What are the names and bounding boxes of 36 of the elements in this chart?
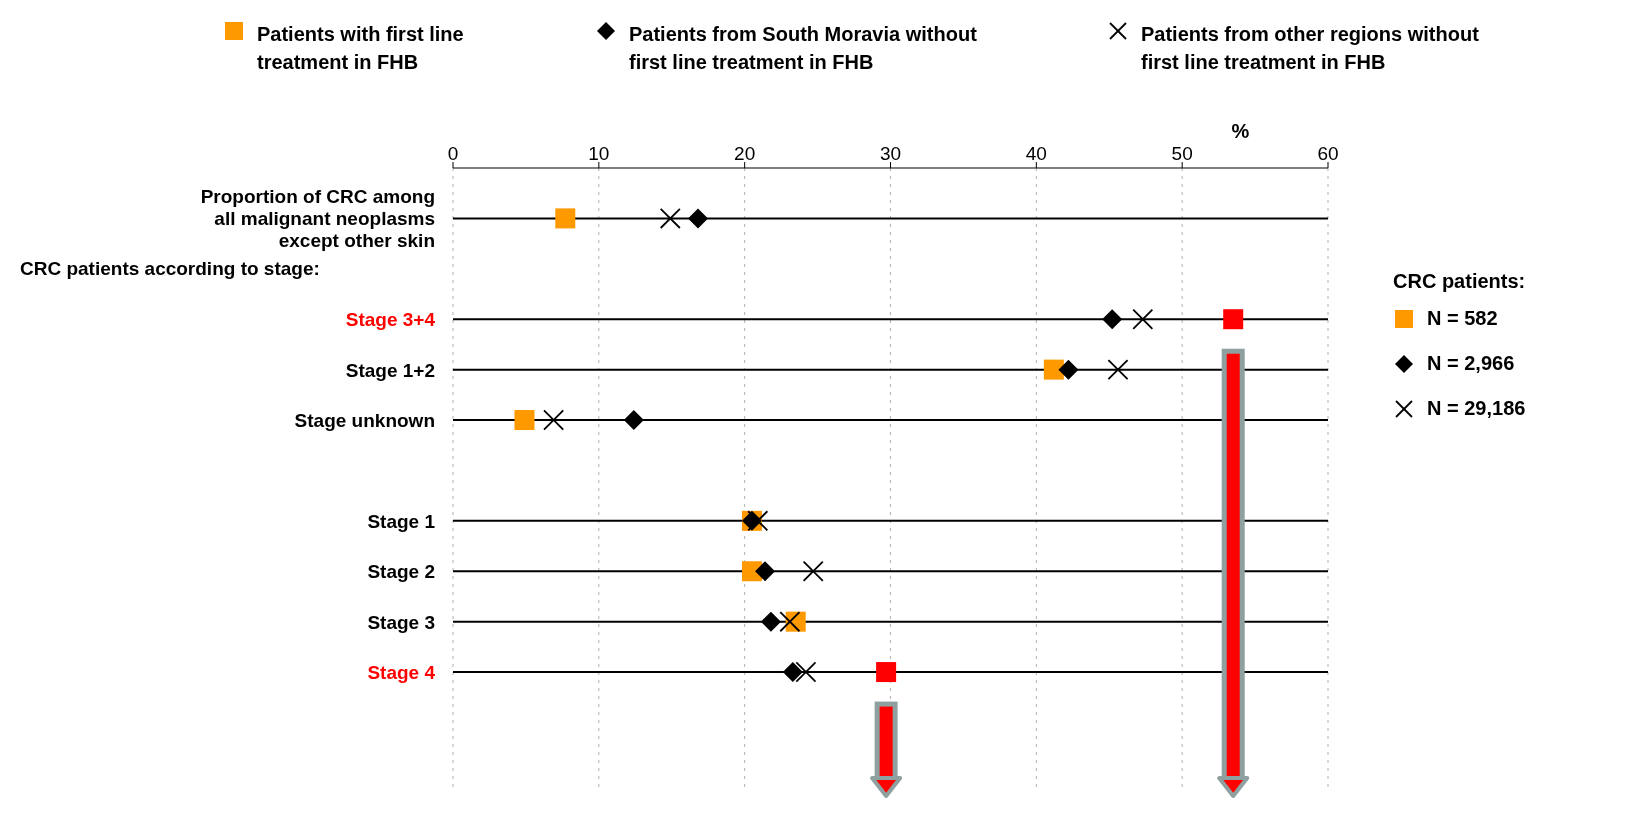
- y-tick-label: Proportion of CRC among all malignant neoplasms except other skin: [200, 185, 435, 251]
- point: [755, 561, 776, 582]
- text: CRC patients according to stage:: [20, 258, 320, 280]
- y-tick-label: Stage 2: [367, 560, 435, 582]
- text: N = 29,186: [1427, 397, 1526, 420]
- point: [760, 611, 781, 632]
- x-axis-title: %: [1231, 120, 1250, 142]
- x-tick-label: 20: [734, 143, 756, 164]
- point: [1223, 309, 1244, 330]
- point: [514, 410, 535, 431]
- y-tick-label: Stage 3: [367, 611, 435, 633]
- point: [782, 662, 803, 683]
- point: [688, 208, 708, 229]
- legend-label: Patients with first line treatment in FHB: [257, 22, 465, 75]
- y-tick-label: Stage 1: [367, 510, 436, 532]
- y-tick-label: Stage unknown: [294, 409, 435, 431]
- x-tick-label: 0: [447, 143, 459, 164]
- point: [1058, 359, 1079, 380]
- point: [876, 662, 897, 683]
- point: [623, 410, 644, 431]
- point: [555, 208, 576, 229]
- legend-label: Patients from other regions without first line treatment in FHB: [1141, 22, 1480, 75]
- y-tick-label: Stage 3+4: [345, 308, 436, 330]
- x-tick-label: 60: [1317, 143, 1339, 164]
- point: [1102, 309, 1123, 330]
- x-tick-label: 10: [588, 143, 610, 164]
- x-tick-label: 40: [1025, 143, 1047, 164]
- point: [1043, 359, 1064, 380]
- text: N = 2,966: [1427, 352, 1515, 375]
- y-tick-label: Stage 4: [367, 661, 436, 683]
- x-tick-label: 50: [1171, 143, 1193, 164]
- y-tick-label: Stage 1+2: [345, 359, 435, 381]
- legend-label: Patients from South Moravia without first line treatment in FHB: [629, 22, 978, 75]
- x-tick-label: 30: [879, 143, 902, 164]
- text: N = 582: [1427, 307, 1498, 330]
- text: CRC patients:: [1393, 270, 1526, 293]
